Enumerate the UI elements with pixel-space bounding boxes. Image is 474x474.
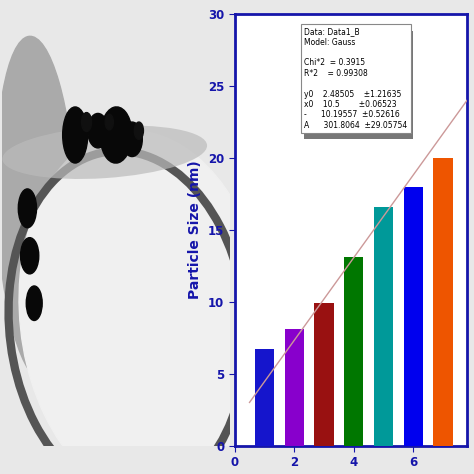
Bar	[374, 207, 393, 446]
Text: Data: Data1_B
Model: Gauss

Chi*2  = 0.3915
R*2    = 0.99308

y0    2.48505    ±: Data: Data1_B Model: Gauss Chi*2 = 0.391…	[307, 34, 410, 136]
Ellipse shape	[88, 113, 108, 148]
Bar	[314, 303, 334, 446]
Bar	[433, 158, 453, 446]
Circle shape	[134, 122, 144, 139]
Ellipse shape	[63, 107, 88, 163]
Ellipse shape	[18, 189, 36, 228]
Ellipse shape	[141, 0, 251, 137]
Bar	[404, 187, 423, 446]
Y-axis label: Particle Size (nm): Particle Size (nm)	[188, 161, 202, 299]
Bar	[255, 349, 274, 446]
Circle shape	[82, 112, 91, 132]
Ellipse shape	[0, 36, 77, 380]
Circle shape	[105, 114, 113, 130]
Ellipse shape	[19, 131, 268, 474]
Ellipse shape	[26, 286, 42, 320]
Ellipse shape	[122, 122, 142, 156]
Bar	[344, 257, 364, 446]
Ellipse shape	[2, 126, 207, 179]
Ellipse shape	[20, 237, 39, 274]
Text: Data: Data1_B
Model: Gauss

Chi*2  = 0.3915
R*2    = 0.99308

y0    2.48505    ±: Data: Data1_B Model: Gauss Chi*2 = 0.391…	[304, 27, 408, 130]
Bar	[284, 329, 304, 446]
Ellipse shape	[100, 107, 132, 163]
